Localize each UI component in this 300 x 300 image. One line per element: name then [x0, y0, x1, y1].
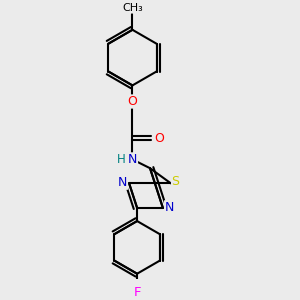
Text: CH₃: CH₃ [123, 3, 143, 13]
Text: O: O [154, 132, 164, 145]
Text: F: F [134, 286, 141, 299]
Text: N: N [118, 176, 128, 189]
Text: O: O [128, 95, 137, 108]
Text: S: S [172, 175, 180, 188]
Text: N: N [165, 201, 174, 214]
Text: H: H [117, 153, 126, 166]
Text: N: N [128, 153, 137, 166]
